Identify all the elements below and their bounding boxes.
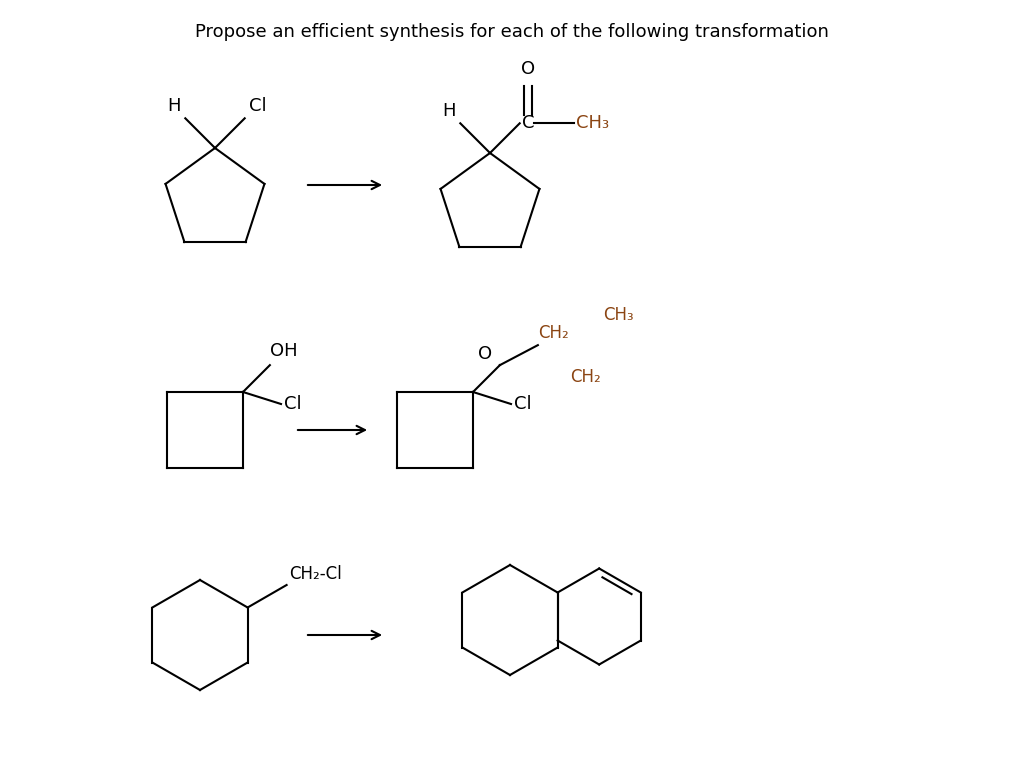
- Text: H: H: [441, 102, 456, 120]
- Text: Propose an efficient synthesis for each of the following transformation: Propose an efficient synthesis for each …: [195, 23, 829, 41]
- Text: Cl: Cl: [249, 97, 266, 116]
- Text: C: C: [521, 114, 535, 132]
- Text: O: O: [478, 345, 492, 363]
- Text: H: H: [167, 97, 180, 116]
- Text: O: O: [520, 61, 535, 78]
- Text: Cl: Cl: [514, 395, 531, 413]
- Text: CH₃: CH₃: [603, 306, 634, 324]
- Text: CH₃: CH₃: [575, 114, 609, 132]
- Text: OH: OH: [270, 342, 298, 360]
- Text: CH₂-Cl: CH₂-Cl: [290, 565, 342, 583]
- Text: CH₂: CH₂: [570, 368, 601, 386]
- Text: CH₂: CH₂: [538, 324, 568, 342]
- Text: Cl: Cl: [284, 395, 302, 413]
